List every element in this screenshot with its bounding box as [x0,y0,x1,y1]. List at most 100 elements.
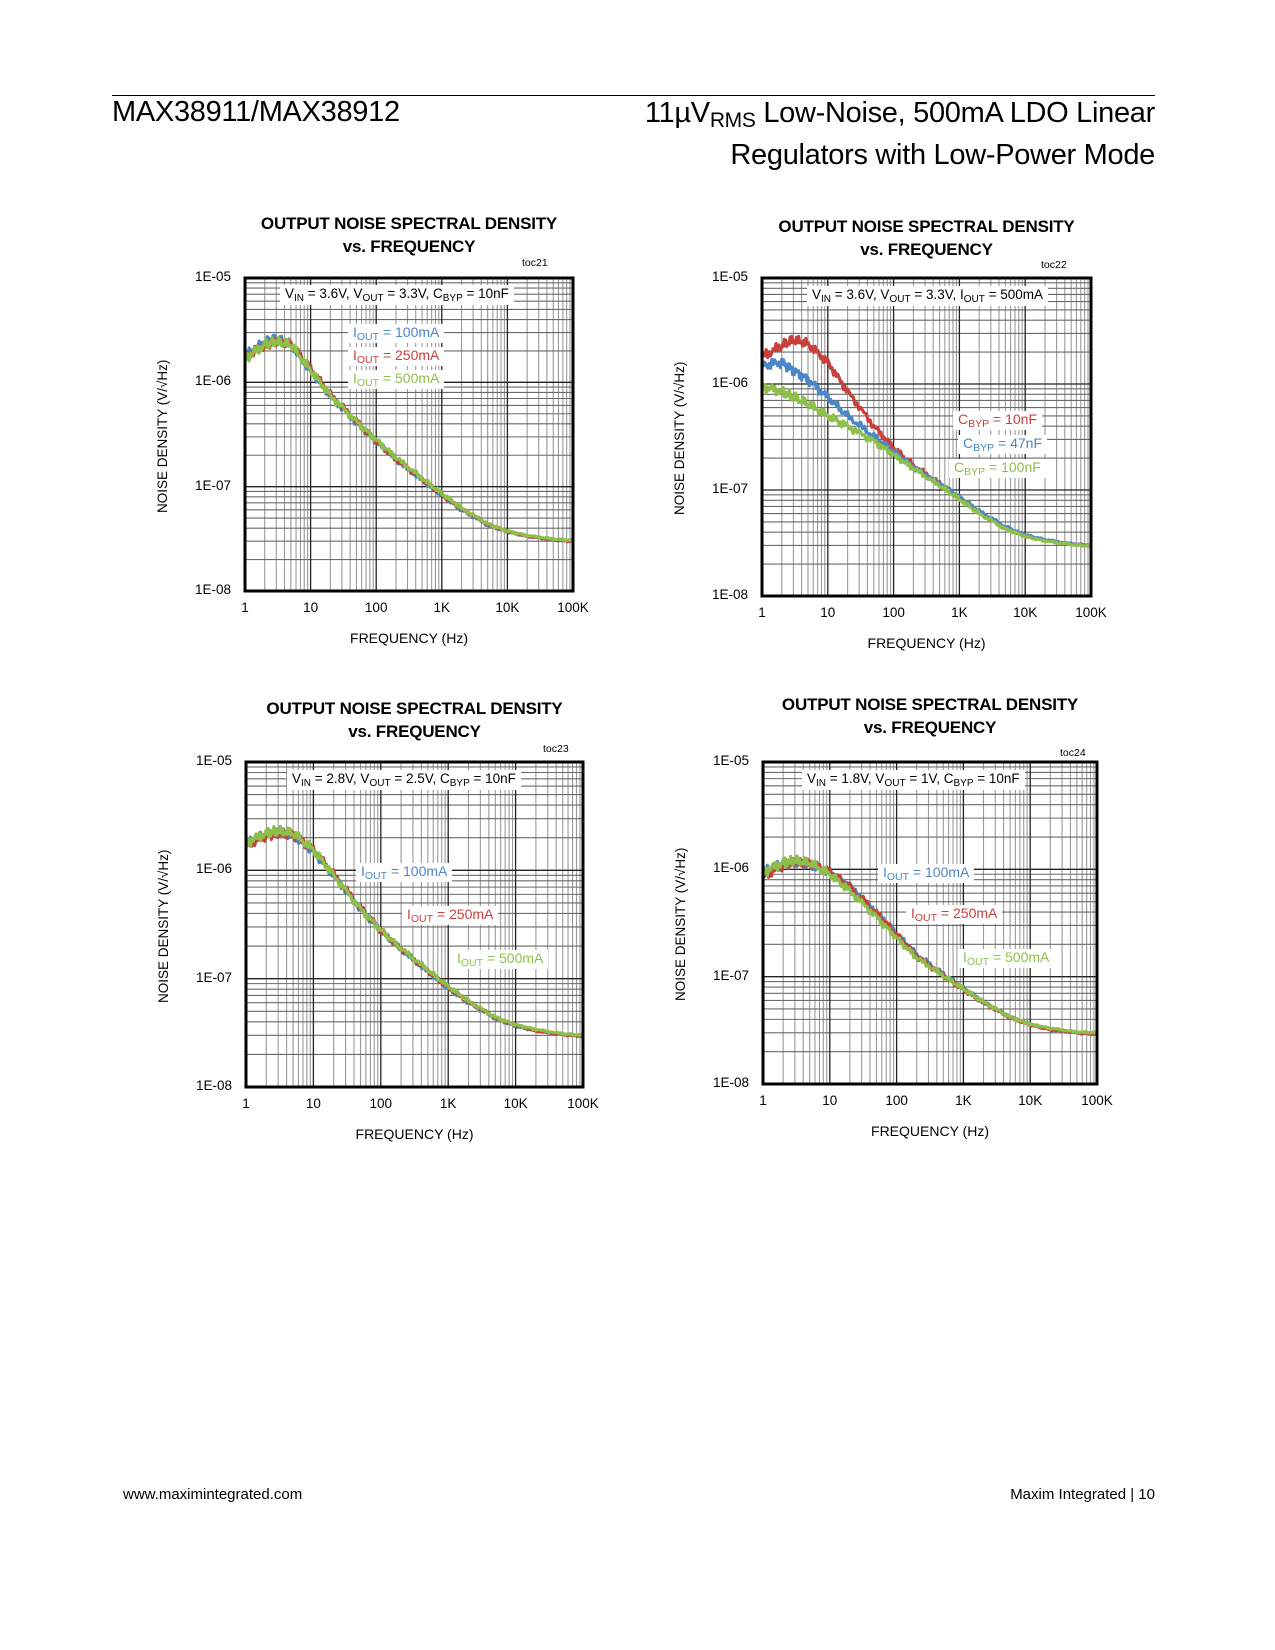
header-rule [112,95,1155,96]
x-tick-label: 100 [885,1093,908,1108]
chart-toc21: OUTPUT NOISE SPECTRAL DENSITY vs. FREQUEN… [150,212,710,682]
cond-text: V [812,287,822,302]
legend-sub: OUT [356,331,380,343]
legend-main: C [958,411,969,427]
document-title-line2: Regulators with Low-Power Mode [730,139,1155,171]
document-title: 11µVRMS Low-Noise, 500mA LDO Linear Regu… [645,96,1155,173]
legend-sub: BYP [964,466,986,478]
series-line-green [244,824,584,1037]
x-tick-label: 1 [242,1096,250,1111]
legend-entry: IOUT = 250mA [906,905,1003,924]
cond-sub: IN [301,778,312,789]
x-tick-label: 10K [1018,1093,1043,1108]
x-tick-label: 100 [364,600,388,615]
legend-entry: CBYP = 100nF [949,459,1046,478]
cond-text: = 1V, C [905,771,954,786]
legend-entry: IOUT = 100mA [878,864,975,883]
part-number: MAX38911/MAX38912 [112,96,400,128]
x-tick-label: 100K [1081,1093,1113,1108]
title-prefix: 11µV [644,97,710,129]
x-tick-label: 1 [758,605,766,620]
chart-title-line2: vs. FREQUENCY [860,240,993,259]
legend-main: I [361,863,365,879]
y-axis-label: NOISE DENSITY (V/√Hz) [673,847,688,1001]
legend-entry: IOUT = 100mA [356,863,453,882]
cond-text: = 10nF [469,771,516,786]
chart-title-line1: OUTPUT NOISE SPECTRAL DENSITY [778,217,1075,236]
chart-toc-label: toc22 [1041,259,1067,271]
legend-main: I [883,864,887,880]
y-tick-label: 1E-05 [713,753,750,768]
legend-entry: IOUT = 500mA [348,370,445,389]
chart-toc-label: toc21 [522,257,548,269]
legend-main: I [353,370,357,386]
legend-main: I [353,324,357,340]
x-tick-label: 100K [567,1096,599,1111]
title-sub: RMS [709,109,756,132]
cond-text: V [285,286,295,301]
legend-rest: = 250mA [379,347,440,363]
y-tick-label: 1E-05 [712,269,749,284]
legend-rest: = 100nF [985,459,1041,475]
cond-sub: IN [294,293,305,304]
cond-sub: IN [816,778,827,789]
series-line-green [761,854,1098,1035]
chart-title: OUTPUT NOISE SPECTRAL DENSITY vs. FREQUEN… [126,697,703,743]
cond-text: = 3.3V, C [383,286,443,301]
legend-sub: OUT [356,354,380,366]
cond-text: = 3.6V, V [304,286,363,301]
plot-border [244,760,585,1089]
x-tick-label: 1K [439,1096,457,1111]
y-axis-label: NOISE DENSITY (V/√Hz) [156,849,171,1003]
document-title-line1: 11µVRMS Low-Noise, 500mA LDO Linear [645,96,1155,138]
x-tick-label: 100K [1075,605,1107,620]
y-tick-label: 1E-07 [713,967,750,983]
legend-sub: OUT [914,912,938,924]
x-tick-label: 10 [822,1093,838,1108]
legend-sub: OUT [410,913,434,925]
y-tick-label: 1E-08 [713,1075,750,1090]
cond-text: = 3.3V, I [910,287,964,302]
x-tick-label: 1K [955,1093,972,1108]
legend-rest: = 47nF [994,435,1043,451]
x-tick-label: 10 [303,600,319,615]
chart-title-line2: vs. FREQUENCY [348,722,481,741]
y-tick-label: 1E-07 [196,969,233,985]
chart-title-line1: OUTPUT NOISE SPECTRAL DENSITY [260,214,558,233]
y-axis-label: NOISE DENSITY (V/√Hz) [672,361,687,515]
cond-text: = 500mA [984,287,1044,302]
legend-sub: OUT [460,957,484,969]
x-axis-label: FREQUENCY (Hz) [350,630,468,646]
cond-text: = 3.6V, V [831,287,890,302]
y-tick-label: 1E-08 [195,582,232,597]
x-tick-label: 10 [305,1096,321,1111]
footer-website[interactable]: www.maximintegrated.com [123,1486,303,1503]
x-tick-label: 10K [503,1096,528,1111]
cond-sub: IN [821,294,832,305]
legend-entry: IOUT = 500mA [452,950,549,969]
cond-text: = 2.8V, V [311,771,370,786]
legend-entry: IOUT = 250mA [402,906,499,925]
legend-sub: OUT [886,871,910,883]
y-tick-label: 1E-06 [712,375,749,390]
cond-sub: OUT [963,294,985,305]
title-rest: Low-Noise, 500mA LDO Linear [755,97,1155,129]
x-tick-label: 1K [951,605,968,620]
legend-rest: = 10nF [989,411,1038,427]
cond-sub: OUT [369,778,391,789]
legend-main: I [407,906,411,922]
x-axis-label: FREQUENCY (Hz) [355,1126,474,1142]
chart-title: OUTPUT NOISE SPECTRAL DENSITY vs. FREQUEN… [642,215,1211,261]
legend-main: I [911,905,915,921]
legend-main: C [963,435,974,451]
x-tick-label: 100 [882,605,905,620]
chart-toc-label: toc23 [543,743,569,755]
y-tick-label: 1E-05 [195,269,232,284]
y-tick-label: 1E-07 [712,481,749,496]
legend-main: I [963,949,967,965]
legend-entry: CBYP = 47nF [958,435,1048,454]
chart-title-line1: OUTPUT NOISE SPECTRAL DENSITY [781,695,1079,714]
legend-rest: = 500mA [379,370,440,386]
legend-rest: = 250mA [433,906,494,922]
chart-title-line1: OUTPUT NOISE SPECTRAL DENSITY [266,699,563,718]
